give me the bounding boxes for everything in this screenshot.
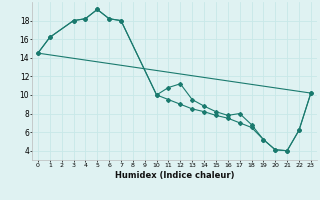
X-axis label: Humidex (Indice chaleur): Humidex (Indice chaleur) xyxy=(115,171,234,180)
